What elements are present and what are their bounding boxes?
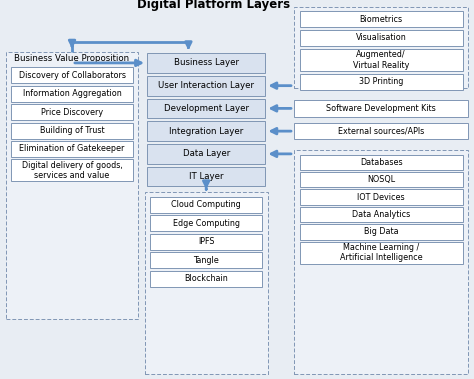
FancyBboxPatch shape: [300, 190, 463, 205]
FancyBboxPatch shape: [300, 30, 463, 46]
FancyBboxPatch shape: [300, 224, 463, 240]
Text: Business Value Proposition: Business Value Proposition: [15, 54, 129, 63]
FancyBboxPatch shape: [294, 123, 468, 139]
FancyBboxPatch shape: [300, 11, 463, 27]
FancyBboxPatch shape: [150, 234, 262, 250]
Text: Building of Trust: Building of Trust: [40, 126, 104, 135]
FancyBboxPatch shape: [147, 144, 265, 164]
FancyBboxPatch shape: [11, 67, 133, 83]
Text: Biometrics: Biometrics: [360, 15, 402, 24]
Text: Integration Layer: Integration Layer: [169, 127, 243, 136]
FancyBboxPatch shape: [147, 121, 265, 141]
Text: External sources/APIs: External sources/APIs: [338, 127, 424, 136]
FancyBboxPatch shape: [145, 192, 268, 374]
Text: Tangle: Tangle: [193, 256, 219, 265]
Text: Cloud Computing: Cloud Computing: [171, 200, 241, 209]
FancyBboxPatch shape: [150, 271, 262, 287]
FancyBboxPatch shape: [300, 74, 463, 90]
FancyBboxPatch shape: [300, 207, 463, 222]
Text: Digital delivery of goods,
services and value: Digital delivery of goods, services and …: [22, 161, 122, 180]
Text: Elimination of Gatekeeper: Elimination of Gatekeeper: [19, 144, 125, 153]
Text: Data Layer: Data Layer: [182, 149, 230, 158]
Text: Visualisation: Visualisation: [356, 33, 407, 42]
FancyBboxPatch shape: [6, 52, 138, 319]
Text: IOT Devices: IOT Devices: [357, 193, 405, 202]
Text: Digital Platform Layers: Digital Platform Layers: [137, 0, 290, 11]
Text: Data Analytics: Data Analytics: [352, 210, 410, 219]
FancyBboxPatch shape: [11, 86, 133, 102]
Text: Information Aggregation: Information Aggregation: [23, 89, 121, 98]
FancyBboxPatch shape: [147, 99, 265, 118]
FancyBboxPatch shape: [147, 76, 265, 96]
FancyBboxPatch shape: [300, 242, 463, 264]
Text: Blockchain: Blockchain: [184, 274, 228, 283]
FancyBboxPatch shape: [11, 160, 133, 182]
Text: Business Layer: Business Layer: [173, 58, 239, 67]
Text: User Interaction Layer: User Interaction Layer: [158, 81, 254, 90]
Text: Machine Learning /
Artificial Intelligence: Machine Learning / Artificial Intelligen…: [340, 243, 422, 263]
FancyBboxPatch shape: [150, 197, 262, 213]
FancyBboxPatch shape: [150, 215, 262, 231]
Text: Big Data: Big Data: [364, 227, 399, 236]
Text: 3D Printing: 3D Printing: [359, 77, 403, 86]
Text: Databases: Databases: [360, 158, 402, 167]
FancyBboxPatch shape: [11, 123, 133, 139]
FancyBboxPatch shape: [147, 167, 265, 186]
Text: IT Layer: IT Layer: [189, 172, 223, 181]
FancyBboxPatch shape: [11, 141, 133, 157]
Text: Edge Computing: Edge Computing: [173, 219, 240, 228]
Text: IPFS: IPFS: [198, 237, 214, 246]
Text: Augmented/
Virtual Reality: Augmented/ Virtual Reality: [353, 50, 409, 70]
Text: Discovery of Collaborators: Discovery of Collaborators: [18, 71, 126, 80]
FancyBboxPatch shape: [294, 7, 468, 88]
Text: NOSQL: NOSQL: [367, 175, 395, 184]
FancyBboxPatch shape: [300, 172, 463, 187]
FancyBboxPatch shape: [150, 252, 262, 268]
FancyBboxPatch shape: [300, 155, 463, 170]
FancyBboxPatch shape: [294, 100, 468, 117]
Text: Development Layer: Development Layer: [164, 104, 249, 113]
FancyBboxPatch shape: [294, 150, 468, 374]
FancyBboxPatch shape: [300, 49, 463, 71]
FancyBboxPatch shape: [11, 104, 133, 120]
Text: Software Development Kits: Software Development Kits: [326, 104, 436, 113]
Text: Price Discovery: Price Discovery: [41, 108, 103, 117]
FancyBboxPatch shape: [147, 53, 265, 73]
